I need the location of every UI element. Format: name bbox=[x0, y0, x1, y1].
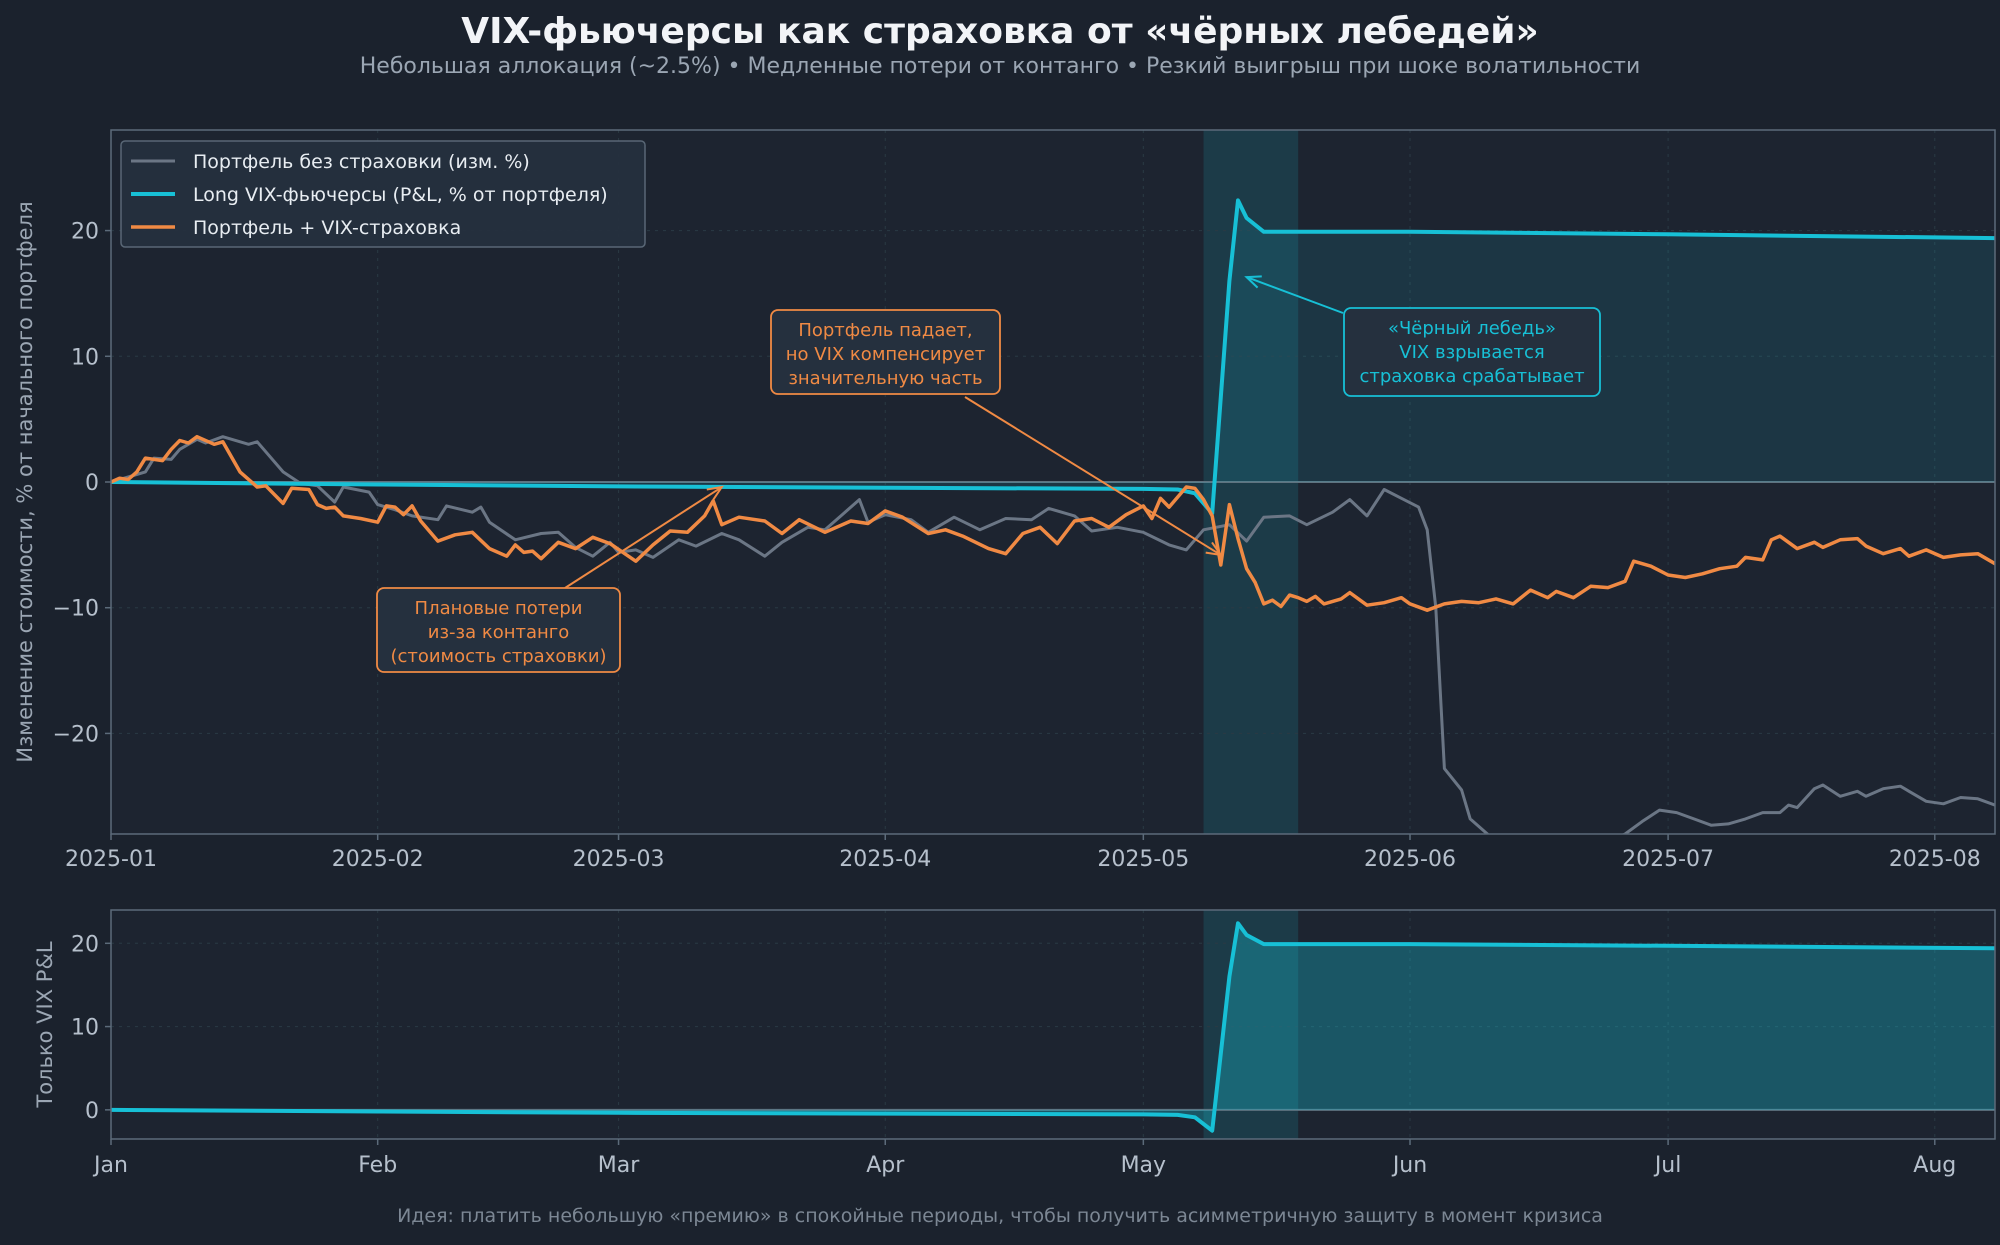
main-xtick-label-5: 2025-06 bbox=[1364, 847, 1456, 872]
annotation-text-contango-losses-0: Плановые потери bbox=[415, 598, 583, 619]
annotation-arrowhead-black-swan bbox=[1244, 275, 1262, 289]
annotation-box-contango-losses bbox=[376, 587, 621, 673]
sub-vix-area-fill bbox=[111, 923, 1995, 1131]
annotation-text-black-swan-2: страховка срабатывает bbox=[1359, 366, 1584, 387]
sub-ytick-label-1: 10 bbox=[71, 1016, 99, 1041]
annotation-text-contango-losses-2: (стоимость страховки) bbox=[390, 646, 606, 667]
sub-xtick-label-7: Aug bbox=[1913, 1153, 1956, 1178]
main-ytick-label-2: 0 bbox=[85, 471, 99, 496]
vix-subplot: 0 10 20 Jan Feb Mar Apr May Jun Jul Aug Только VIX … bbox=[33, 909, 1996, 1178]
main-xtick-label-0: 2025-01 bbox=[65, 847, 157, 872]
sub-crisis-span bbox=[1203, 910, 1299, 1139]
main-ytick-label-3: 10 bbox=[71, 345, 99, 370]
annotation-arrowhead-contango-losses bbox=[706, 485, 724, 501]
annotation-box-black-swan bbox=[1343, 307, 1601, 397]
sub-xtick-label-5: Jun bbox=[1391, 1153, 1427, 1178]
annotation-text-portfolio-falls-2: значительную часть bbox=[788, 368, 982, 389]
sub-xtick-label-0: Jan bbox=[92, 1153, 128, 1178]
main-xtick-label-3: 2025-04 bbox=[839, 847, 931, 872]
main-plot: −20 −10 0 10 20 2025-01 2025-02 2025-03 2025-04 2… bbox=[13, 129, 1996, 872]
sub-plot-bg bbox=[111, 910, 1995, 1139]
main-xtick-label-1: 2025-02 bbox=[332, 847, 424, 872]
main-ylabel: Изменение стоимости, % от начального пор… bbox=[13, 201, 37, 762]
legend-box bbox=[120, 140, 646, 248]
legend-label-1: Long VIX-фьючерсы (P&L, % от портфеля) bbox=[193, 184, 608, 206]
annotation-arrow-contango-losses bbox=[564, 486, 723, 589]
main-ytick-label-4: 20 bbox=[71, 220, 99, 245]
main-xtick-label-6: 2025-07 bbox=[1622, 847, 1714, 872]
sub-ylabel: Только VIX P&L bbox=[33, 941, 57, 1108]
annotation-contango-losses: Плановые потери из-за контанго (стоимость … bbox=[376, 485, 724, 673]
legend: Портфель без страховки (изм. %) Long VIX-… bbox=[120, 140, 646, 248]
vix-area-fill bbox=[111, 200, 1995, 514]
main-xtick-label-7: 2025-08 bbox=[1889, 847, 1981, 872]
annotation-box-portfolio-falls bbox=[770, 309, 1001, 395]
sub-ytick-label-0: 0 bbox=[85, 1099, 99, 1124]
annotation-arrowhead-portfolio-falls bbox=[1205, 541, 1223, 557]
sub-xtick-label-4: May bbox=[1121, 1153, 1166, 1178]
series-combined-line bbox=[111, 434, 1995, 612]
annotation-text-black-swan-0: «Чёрный лебедь» bbox=[1388, 318, 1556, 339]
chart-footer: Идея: платить небольшую «премию» в споко… bbox=[397, 1205, 1603, 1227]
main-xtick-label-4: 2025-05 bbox=[1097, 847, 1189, 872]
legend-label-2: Портфель + VIX-страховка bbox=[193, 217, 461, 239]
annotation-text-portfolio-falls-1: но VIX компенсирует bbox=[786, 344, 986, 365]
sub-ytick-label-2: 20 bbox=[71, 932, 99, 957]
main-spines bbox=[110, 129, 1996, 835]
legend-label-0: Портфель без страховки (изм. %) bbox=[193, 151, 530, 173]
sub-spines bbox=[110, 909, 1996, 1140]
main-ytick-label-1: −10 bbox=[53, 597, 99, 622]
annotation-arrow-portfolio-falls bbox=[964, 396, 1222, 556]
annotation-portfolio-falls: Портфель падает, но VIX компенсирует значи… bbox=[770, 309, 1223, 557]
sub-vix-line bbox=[111, 921, 1995, 1133]
annotation-text-portfolio-falls-0: Портфель падает, bbox=[798, 320, 972, 341]
chart-title: VIX-фьючерсы как страховка от «чёрных ле… bbox=[461, 11, 1539, 52]
series-portfolio-line bbox=[111, 435, 1995, 834]
annotation-black-swan: «Чёрный лебедь» VIX взрывается страховка с… bbox=[1244, 275, 1601, 397]
chart-subtitle: Небольшая аллокация (~2.5%) • Медленные … bbox=[360, 54, 1641, 79]
main-ytick-label-0: −20 bbox=[53, 722, 99, 747]
sub-xtick-label-6: Jul bbox=[1653, 1153, 1682, 1178]
annotation-text-contango-losses-1: из-за контанго bbox=[428, 622, 570, 643]
main-xtick-label-2: 2025-03 bbox=[573, 847, 665, 872]
sub-xtick-label-2: Mar bbox=[598, 1153, 640, 1178]
sub-xtick-label-3: Apr bbox=[866, 1153, 905, 1178]
annotation-text-black-swan-1: VIX взрывается bbox=[1399, 342, 1544, 363]
annotation-arrow-black-swan bbox=[1246, 276, 1344, 314]
sub-xtick-label-1: Feb bbox=[358, 1153, 397, 1178]
